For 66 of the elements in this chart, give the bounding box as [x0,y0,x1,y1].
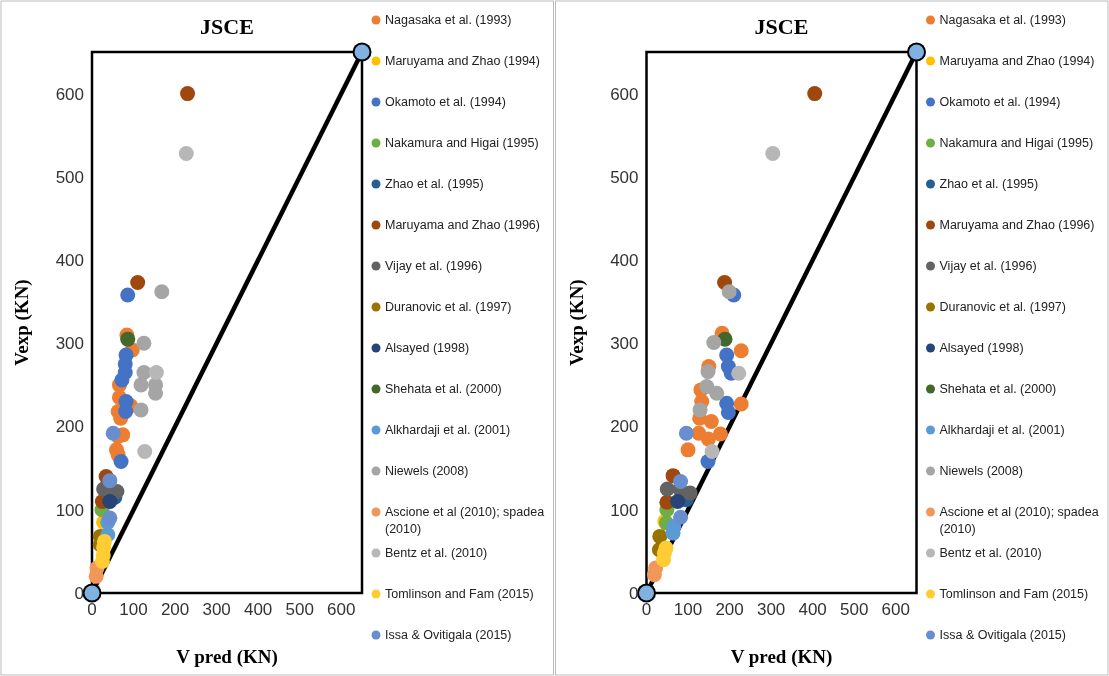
x-tick-label: 0 [641,600,652,619]
y-tick-label: 200 [610,417,639,437]
legend-label: Alsayed (1998) [385,341,470,356]
y-axis-title: Vexp (KN) [565,279,588,366]
x-tick-label: 600 [327,600,356,619]
legend-label: Vijay et al. (1996) [385,259,483,274]
legend-label: Maruyama and Zhao (1996) [939,218,1095,233]
y-tick-label: 500 [610,167,639,187]
y-tick-label: 400 [55,251,84,271]
y-tick-label: 300 [55,334,84,354]
legend-label: Alkhardaji et al. (2001) [385,423,511,438]
y-tick-label: 600 [55,84,84,104]
x-tick-label: 600 [881,600,910,619]
y-tick-label: 100 [55,500,84,520]
legend-label: Maruyama and Zhao (1994) [939,54,1095,69]
legend-label: Nagasaka et al. (1993) [939,13,1066,28]
legend-label: Niewels (2008) [939,464,1023,479]
legend-label: Niewels (2008) [385,464,469,479]
y-tick-label: 600 [610,84,639,104]
y-tick-label: 0 [629,583,639,603]
legend-label: Shehata et al. (2000) [385,382,502,397]
legend-label: Alkhardaji et al. (2001) [939,423,1065,438]
x-tick-label: 300 [756,600,786,619]
x-tick-label: 500 [840,600,869,619]
legend-label: Alsayed (1998) [939,341,1024,356]
legend-label: Shehata et al. (2000) [939,382,1057,397]
y-tick-label: 400 [610,251,639,271]
y-tick-label: 0 [74,583,84,603]
x-tick-label: 500 [285,600,314,619]
y-axis-title: Vexp (KN) [11,279,33,366]
legend-label: Duranovic et al. (1997) [385,300,512,315]
x-axis-title: V pred (KN) [730,646,833,668]
legend-label: Vijay et al. (1996) [939,259,1037,274]
y-tick-label: 200 [55,417,84,437]
legend-label: Nakamura and Higai (1995) [385,136,539,151]
legend-label: Tomlinson and Fam (2015) [385,587,534,602]
x-tick-label: 200 [160,600,190,619]
chart-title: JSCE [754,14,809,39]
y-tick-label: 500 [55,167,84,187]
legend-label: Maruyama and Zhao (1996) [385,218,540,233]
legend-label: Maruyama and Zhao (1994) [385,54,540,69]
legend-label: Bentz et al. (2010) [385,546,488,561]
x-tick-label: 100 [119,600,148,619]
x-tick-label: 100 [673,600,703,619]
legend-label: Issa & Ovitigala (2015) [385,628,512,643]
legend-label: Okamoto et al. (1994) [385,95,506,110]
legend-label: Okamoto et al. (1994) [939,95,1061,110]
legend-label: Duranovic et al. (1997) [939,300,1066,315]
x-tick-label: 200 [715,600,744,619]
y-tick-label: 300 [610,334,639,354]
x-tick-label: 0 [87,600,97,619]
legend-label: Zhao et al. (1995) [939,177,1039,192]
legend-label: Nakamura and Higai (1995) [939,136,1094,151]
legend-label: Zhao et al. (1995) [385,177,484,192]
y-tick-label: 100 [610,500,639,520]
legend-label: Ascione et al (2010); spadea (2010) [385,505,545,536]
x-axis-title: V pred (KN) [176,646,278,668]
legend-label: Tomlinson and Fam (2015) [939,587,1089,602]
x-tick-label: 300 [202,600,231,619]
legend-label: Bentz et al. (2010) [939,546,1042,561]
legend-label: Nagasaka et al. (1993) [385,13,512,28]
x-tick-label: 400 [798,600,827,619]
legend-label: Ascione et al (2010); spadea (2010) [939,505,1099,536]
x-tick-label: 400 [243,600,273,619]
chart-title: JSCE [200,14,254,39]
legend-label: Issa & Ovitigala (2015) [939,628,1066,643]
